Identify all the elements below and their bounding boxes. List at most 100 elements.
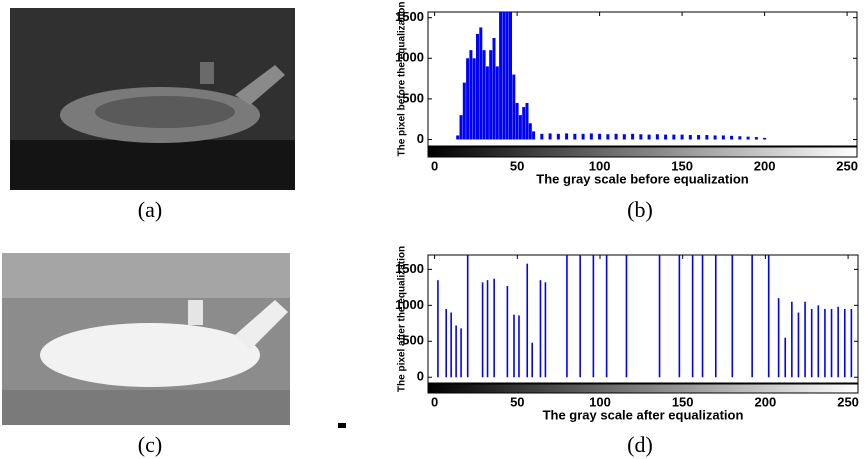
bar — [664, 134, 668, 140]
bar — [606, 134, 610, 140]
bar — [485, 66, 489, 140]
bar — [767, 255, 770, 378]
mark — [338, 423, 346, 428]
bar — [455, 325, 457, 378]
bar — [705, 135, 709, 140]
bar — [688, 135, 692, 140]
bar — [532, 131, 536, 140]
bar — [622, 134, 626, 140]
colorbar — [427, 146, 858, 158]
bar — [810, 308, 813, 378]
bar — [639, 134, 643, 140]
y-tick-label: 0 — [417, 131, 424, 146]
bar — [573, 133, 577, 140]
x-axis-label: The gray scale before equalization — [536, 171, 748, 186]
bar — [481, 282, 484, 378]
colorbar — [427, 383, 859, 394]
bar — [489, 50, 493, 140]
bar — [526, 263, 529, 378]
bar — [505, 12, 509, 140]
bar — [518, 115, 522, 140]
bar — [721, 135, 725, 140]
bar — [746, 136, 750, 140]
plot-area — [427, 254, 859, 384]
bar — [791, 301, 793, 378]
bar — [605, 255, 608, 378]
x-tick-label: 50 — [510, 394, 524, 409]
bar — [843, 308, 846, 378]
bar — [513, 314, 515, 378]
bar — [506, 285, 509, 378]
bar — [672, 134, 676, 140]
y-tick-label: 0 — [417, 369, 424, 384]
bar — [784, 337, 787, 378]
bar — [518, 315, 520, 378]
bar — [495, 66, 499, 140]
bar — [539, 280, 542, 378]
bar — [531, 342, 533, 378]
bar — [614, 133, 618, 140]
image-equalized — [2, 253, 290, 425]
bar — [777, 298, 780, 378]
caption: (d) — [627, 432, 653, 457]
x-tick-label: 250 — [836, 158, 858, 173]
bar — [678, 255, 681, 378]
y-axis-label: The pixel after the equalization — [397, 246, 408, 392]
bar — [456, 135, 460, 140]
bar — [459, 115, 463, 140]
y-tick-label: 500 — [402, 90, 424, 105]
bar — [598, 133, 602, 140]
bar — [751, 255, 753, 378]
bar — [754, 137, 758, 140]
bar — [544, 282, 547, 378]
caption: (a) — [138, 197, 162, 222]
bar — [466, 58, 470, 140]
bar — [625, 255, 628, 378]
bar — [566, 255, 568, 378]
x-tick-label: 100 — [589, 158, 611, 173]
bar — [713, 135, 717, 140]
x-tick-label: 250 — [837, 394, 859, 409]
bar — [525, 102, 529, 140]
x-tick-label: 100 — [589, 394, 611, 409]
bar — [589, 133, 593, 140]
bar — [502, 12, 506, 140]
bar — [631, 133, 635, 140]
caption: (b) — [627, 197, 653, 222]
bar — [492, 37, 496, 140]
bar — [499, 12, 503, 140]
bar — [509, 12, 512, 140]
bar — [837, 306, 839, 378]
bar — [466, 255, 469, 378]
bar — [565, 133, 569, 140]
bar — [528, 123, 532, 140]
bar — [445, 308, 447, 378]
y-tick-label: 1500 — [395, 261, 424, 276]
x-tick-label: 0 — [431, 158, 438, 173]
bar — [437, 280, 439, 378]
y-tick-label: 1500 — [395, 9, 424, 24]
bar — [817, 305, 820, 378]
bar — [691, 255, 694, 378]
x-tick-label: 200 — [754, 158, 776, 173]
bar — [515, 102, 519, 140]
caption: (c) — [138, 432, 162, 457]
bar — [556, 133, 560, 140]
y-axis-label: The pixel before the equalization — [397, 1, 408, 156]
bar — [493, 278, 495, 378]
bar — [548, 133, 552, 140]
bar — [850, 308, 853, 378]
bar — [462, 82, 466, 140]
y-tick-label: 500 — [402, 333, 424, 348]
x-tick-label: 0 — [431, 394, 438, 409]
x-tick-label: 50 — [510, 158, 524, 173]
bar — [763, 137, 767, 140]
bar — [592, 255, 595, 378]
bar — [460, 328, 462, 378]
bar — [730, 135, 734, 140]
y-tick-label: 1000 — [395, 50, 424, 65]
x-tick-label: 200 — [755, 394, 777, 409]
bar — [476, 33, 479, 140]
image-original — [10, 8, 295, 190]
